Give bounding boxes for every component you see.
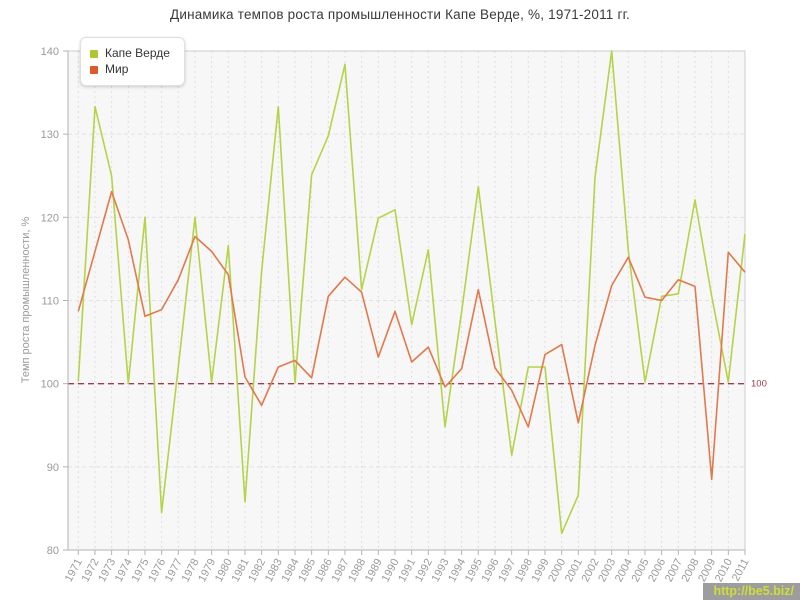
y-axis-title: Темп роста промышленности, % bbox=[20, 216, 32, 384]
axes bbox=[63, 50, 746, 555]
legend-swatch-world bbox=[90, 65, 98, 74]
y-tick-label: 90 bbox=[47, 462, 59, 474]
y-tick-label: 100 bbox=[41, 379, 59, 391]
legend-item-world[interactable]: Мир bbox=[90, 63, 170, 76]
legend-swatch-cape-verde bbox=[90, 49, 98, 58]
y-tick-label: 80 bbox=[47, 545, 59, 557]
legend-label-world: Мир bbox=[105, 62, 129, 76]
x-tick-label: 2010 bbox=[713, 557, 735, 584]
guide-line-100: 100 bbox=[68, 379, 767, 390]
x-tick-label: 2011 bbox=[730, 557, 752, 584]
y-tick-label: 130 bbox=[41, 129, 59, 141]
guide-label: 100 bbox=[751, 379, 767, 390]
series-line-world bbox=[77, 190, 746, 481]
legend: Капе Верде Мир bbox=[80, 37, 185, 86]
series-lines bbox=[77, 50, 746, 535]
series-line-cape-verde bbox=[77, 50, 746, 535]
legend-item-cape-verde[interactable]: Капе Верде bbox=[90, 47, 170, 60]
y-tick-label: 110 bbox=[41, 296, 59, 308]
watermark-link[interactable]: http://be5.biz/ bbox=[703, 583, 800, 600]
y-tick-label: 120 bbox=[41, 212, 59, 224]
y-tick-label: 140 bbox=[41, 46, 59, 58]
legend-label-cape-verde: Капе Верде bbox=[105, 46, 170, 60]
chart-title: Динамика темпов роста промышленности Кап… bbox=[169, 7, 631, 22]
